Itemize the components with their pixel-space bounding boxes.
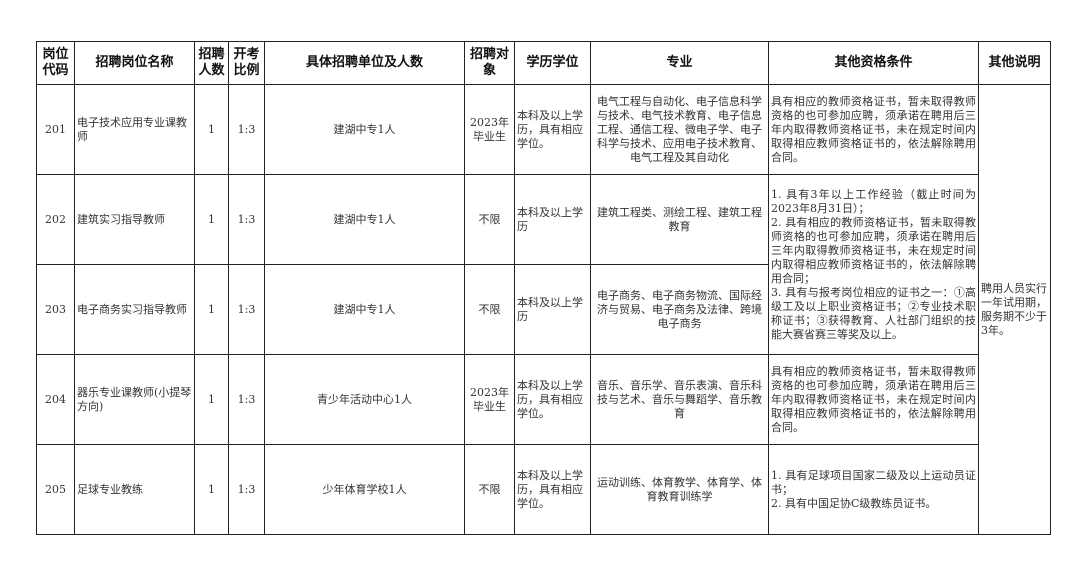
- education: 本科及以上学历: [514, 174, 591, 265]
- unit: 少年体育学校1人: [264, 444, 465, 535]
- ratio: 1:3: [228, 264, 265, 355]
- count: 1: [194, 354, 229, 445]
- header-name: 招聘岗位名称: [74, 41, 195, 85]
- header-row: 岗位代码 招聘岗位名称 招聘人数 开考比例 具体招聘单位及人数 招聘对象 学历学…: [36, 41, 1051, 85]
- position-name: 建筑实习指导教师: [74, 174, 195, 265]
- education: 本科及以上学历，具有相应学位。: [514, 84, 591, 175]
- table-row: 203 电子商务实习指导教师 1 1:3 建湖中专1人 不限 本科及以上学历 电…: [36, 264, 1051, 355]
- ratio: 1:3: [228, 174, 265, 265]
- major: 建筑工程类、测绘工程、建筑工程教育: [590, 174, 769, 265]
- target: 2023年毕业生: [464, 84, 515, 175]
- education: 本科及以上学历: [514, 264, 591, 355]
- header-qual: 其他资格条件: [768, 41, 979, 85]
- position-name: 器乐专业课教师(小提琴方向): [74, 354, 195, 445]
- unit: 建湖中专1人: [264, 174, 465, 265]
- education: 本科及以上学历，具有相应学位。: [514, 354, 591, 445]
- ratio: 1:3: [228, 354, 265, 445]
- table-row: 204 器乐专业课教师(小提琴方向) 1 1:3 青少年活动中心1人 2023年…: [36, 354, 1051, 445]
- qualification: 1. 具有足球项目国家二级及以上运动员证书； 2. 具有中国足协C级教练员证书。: [768, 444, 979, 535]
- qualification: 具有相应的教师资格证书，暂未取得教师资格的也可参加应聘，须承诺在聘用后三年内取得…: [768, 84, 979, 175]
- major: 电气工程与自动化、电子信息科学与技术、电气技术教育、电子信息工程、通信工程、微电…: [590, 84, 769, 175]
- target: 不限: [464, 174, 515, 265]
- qualification: 1. 具有3年以上工作经验（截止时间为2023年8月31日）； 2. 具有相应的…: [768, 174, 979, 355]
- count: 1: [194, 444, 229, 535]
- header-major: 专业: [590, 41, 769, 85]
- header-ratio: 开考比例: [228, 41, 265, 85]
- header-target: 招聘对象: [464, 41, 515, 85]
- table-row: 201 电子技术应用专业课教师 1 1:3 建湖中专1人 2023年毕业生 本科…: [36, 84, 1051, 535]
- education: 本科及以上学历，具有相应学位。: [514, 444, 591, 535]
- count: 1: [194, 84, 229, 175]
- qualification: 具有相应的教师资格证书，暂未取得教师资格的也可参加应聘，须承诺在聘用后三年内取得…: [768, 354, 979, 445]
- position-name: 电子技术应用专业课教师: [74, 84, 195, 175]
- unit: 青少年活动中心1人: [264, 354, 465, 445]
- code: 202: [36, 174, 75, 265]
- unit: 建湖中专1人: [264, 264, 465, 355]
- target: 不限: [464, 264, 515, 355]
- table-row: 202 建筑实习指导教师 1 1:3 建湖中专1人 不限 本科及以上学历 建筑工…: [36, 174, 1051, 355]
- header-code: 岗位代码: [36, 41, 75, 85]
- position-name: 电子商务实习指导教师: [74, 264, 195, 355]
- major: 电子商务、电子商务物流、国际经济与贸易、电子商务及法律、跨境电子商务: [590, 264, 769, 355]
- count: 1: [194, 264, 229, 355]
- header-unit: 具体招聘单位及人数: [264, 41, 465, 85]
- code: 204: [36, 354, 75, 445]
- recruitment-table: 岗位代码 招聘岗位名称 招聘人数 开考比例 具体招聘单位及人数 招聘对象 学历学…: [36, 41, 1051, 535]
- position-name: 足球专业教练: [74, 444, 195, 535]
- header-count: 招聘人数: [194, 41, 229, 85]
- code: 205: [36, 444, 75, 535]
- code: 201: [36, 84, 75, 175]
- ratio: 1:3: [228, 84, 265, 175]
- header-edu: 学历学位: [514, 41, 591, 85]
- major: 音乐、音乐学、音乐表演、音乐科技与艺术、音乐与舞蹈学、音乐教育: [590, 354, 769, 445]
- code: 203: [36, 264, 75, 355]
- major: 运动训练、体育教学、体育学、体育教育训练学: [590, 444, 769, 535]
- table-row: 205 足球专业教练 1 1:3 少年体育学校1人 不限 本科及以上学历，具有相…: [36, 444, 1051, 535]
- target: 2023年毕业生: [464, 354, 515, 445]
- other-note: 聘用人员实行一年试用期，服务期不少于3年。: [978, 84, 1051, 535]
- count: 1: [194, 174, 229, 265]
- target: 不限: [464, 444, 515, 535]
- header-note: 其他说明: [978, 41, 1051, 85]
- unit: 建湖中专1人: [264, 84, 465, 175]
- ratio: 1:3: [228, 444, 265, 535]
